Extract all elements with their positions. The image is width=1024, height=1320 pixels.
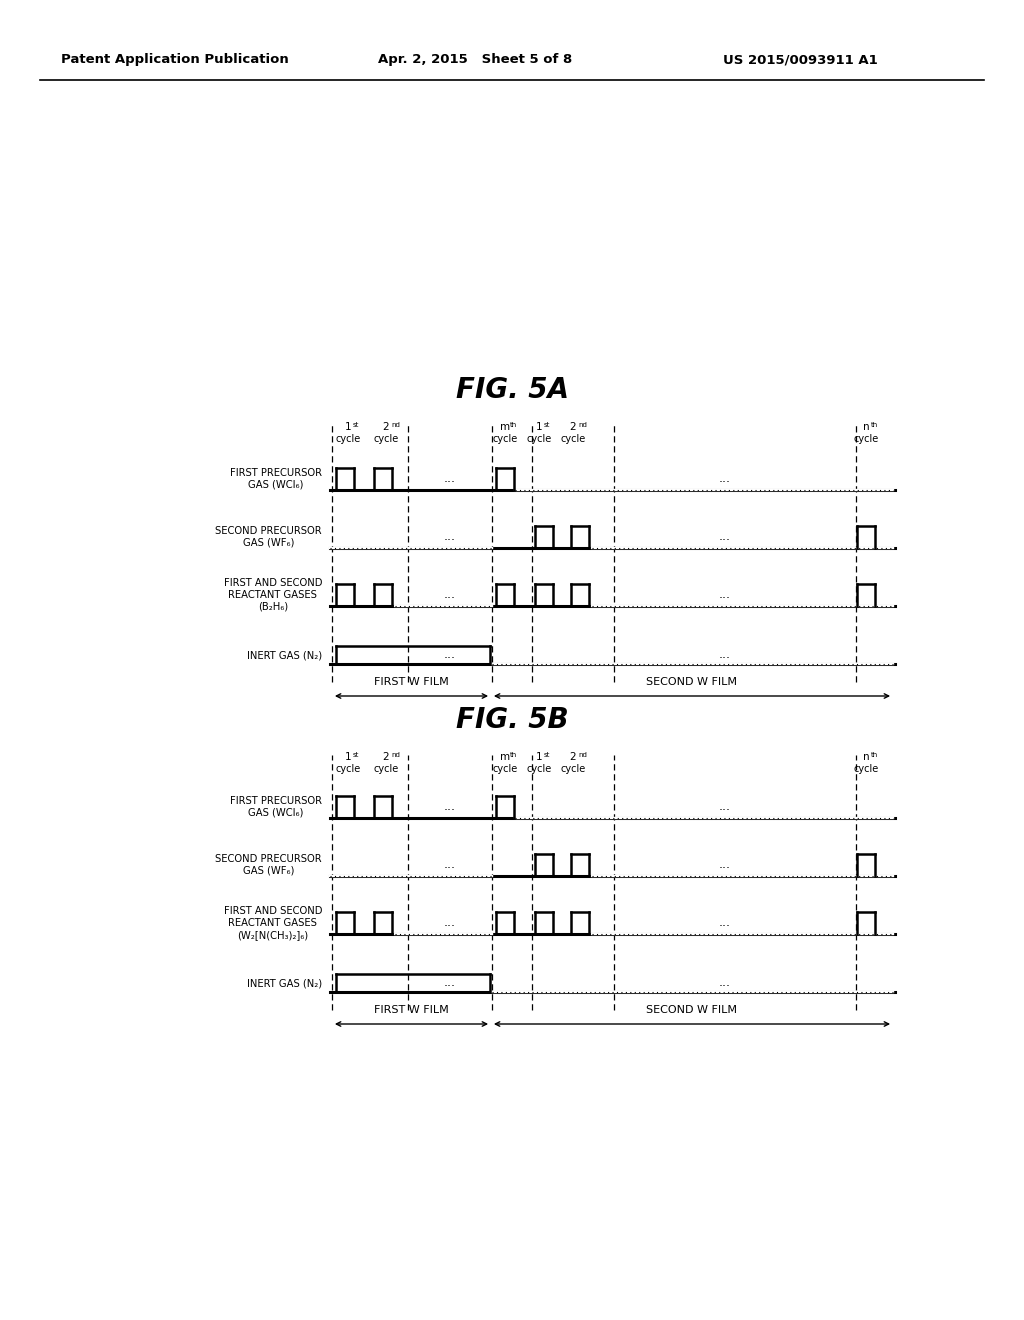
Text: cycle: cycle xyxy=(560,764,586,774)
Text: th: th xyxy=(510,752,517,758)
Text: Patent Application Publication: Patent Application Publication xyxy=(61,54,289,66)
Text: nd: nd xyxy=(578,422,587,428)
Text: INERT GAS (N₂): INERT GAS (N₂) xyxy=(247,649,322,660)
Text: ...: ... xyxy=(444,858,456,871)
Text: ...: ... xyxy=(719,589,731,602)
Text: ...: ... xyxy=(719,977,731,990)
Text: st: st xyxy=(353,752,359,758)
Text: ...: ... xyxy=(444,531,456,544)
Text: INERT GAS (N₂): INERT GAS (N₂) xyxy=(247,978,322,987)
Text: cycle: cycle xyxy=(336,434,360,444)
Text: st: st xyxy=(353,422,359,428)
Text: cycle: cycle xyxy=(374,764,398,774)
Text: cycle: cycle xyxy=(493,764,517,774)
Text: m: m xyxy=(500,752,510,762)
Text: ...: ... xyxy=(719,473,731,486)
Text: 2: 2 xyxy=(569,422,577,432)
Text: th: th xyxy=(871,422,879,428)
Text: FIRST PRECURSOR
GAS (WCl₆): FIRST PRECURSOR GAS (WCl₆) xyxy=(230,469,322,490)
Text: ...: ... xyxy=(444,648,456,661)
Text: FIG. 5A: FIG. 5A xyxy=(456,376,568,404)
Text: 2: 2 xyxy=(383,422,389,432)
Text: ...: ... xyxy=(719,858,731,871)
Text: ...: ... xyxy=(719,648,731,661)
Text: cycle: cycle xyxy=(560,434,586,444)
Text: st: st xyxy=(544,422,550,428)
Text: cycle: cycle xyxy=(374,434,398,444)
Text: SECOND W FILM: SECOND W FILM xyxy=(646,1005,737,1015)
Text: cycle: cycle xyxy=(526,764,552,774)
Text: m: m xyxy=(500,422,510,432)
Text: 1: 1 xyxy=(536,422,543,432)
Text: 1: 1 xyxy=(536,752,543,762)
Text: FIRST W FILM: FIRST W FILM xyxy=(374,677,449,686)
Text: 1: 1 xyxy=(345,422,351,432)
Text: SECOND PRECURSOR
GAS (WF₆): SECOND PRECURSOR GAS (WF₆) xyxy=(215,854,322,875)
Text: cycle: cycle xyxy=(493,434,517,444)
Text: n: n xyxy=(862,422,869,432)
Text: th: th xyxy=(871,752,879,758)
Text: FIG. 5B: FIG. 5B xyxy=(456,706,568,734)
Text: ...: ... xyxy=(444,800,456,813)
Text: nd: nd xyxy=(578,752,587,758)
Text: ...: ... xyxy=(719,800,731,813)
Text: FIRST PRECURSOR
GAS (WCl₆): FIRST PRECURSOR GAS (WCl₆) xyxy=(230,796,322,818)
Text: ...: ... xyxy=(444,589,456,602)
Text: ...: ... xyxy=(444,977,456,990)
Text: ...: ... xyxy=(444,473,456,486)
Text: n: n xyxy=(862,752,869,762)
Text: SECOND W FILM: SECOND W FILM xyxy=(646,677,737,686)
Text: th: th xyxy=(510,422,517,428)
Text: ...: ... xyxy=(444,916,456,929)
Text: ...: ... xyxy=(719,531,731,544)
Text: ...: ... xyxy=(719,916,731,929)
Text: nd: nd xyxy=(391,422,400,428)
Text: 2: 2 xyxy=(569,752,577,762)
Text: cycle: cycle xyxy=(853,434,879,444)
Text: cycle: cycle xyxy=(336,764,360,774)
Text: FIRST AND SECOND
REACTANT GASES
(W₂[N(CH₃)₂]₆): FIRST AND SECOND REACTANT GASES (W₂[N(CH… xyxy=(223,907,322,940)
Text: cycle: cycle xyxy=(853,764,879,774)
Text: nd: nd xyxy=(391,752,400,758)
Text: st: st xyxy=(544,752,550,758)
Text: cycle: cycle xyxy=(526,434,552,444)
Text: FIRST W FILM: FIRST W FILM xyxy=(374,1005,449,1015)
Text: 1: 1 xyxy=(345,752,351,762)
Text: SECOND PRECURSOR
GAS (WF₆): SECOND PRECURSOR GAS (WF₆) xyxy=(215,527,322,548)
Text: FIRST AND SECOND
REACTANT GASES
(B₂H₆): FIRST AND SECOND REACTANT GASES (B₂H₆) xyxy=(223,578,322,611)
Text: 2: 2 xyxy=(383,752,389,762)
Text: US 2015/0093911 A1: US 2015/0093911 A1 xyxy=(723,54,878,66)
Text: Apr. 2, 2015   Sheet 5 of 8: Apr. 2, 2015 Sheet 5 of 8 xyxy=(378,54,572,66)
